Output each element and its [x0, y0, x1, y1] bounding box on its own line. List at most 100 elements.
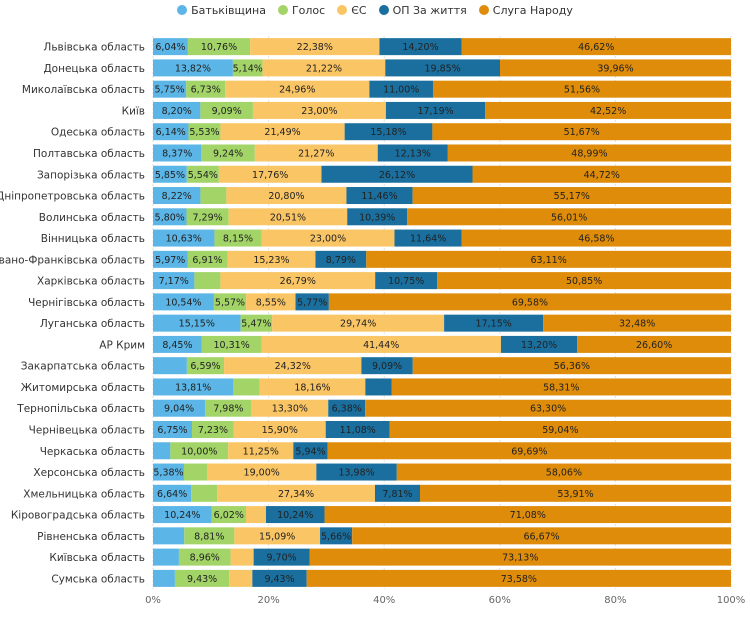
- data-label-3-3: 17,19%: [417, 106, 453, 117]
- legend-label-yes: ЄС: [351, 3, 367, 17]
- bar-2-8: [228, 208, 348, 226]
- data-label-3-1: 19,85%: [425, 63, 461, 74]
- bar-3-18: [325, 420, 390, 438]
- category-label-11: Харківська область: [37, 276, 145, 288]
- bar-3-7: [346, 187, 413, 205]
- bar-3-21: [374, 484, 421, 502]
- data-label-0-6: 5,85%: [155, 170, 185, 181]
- bar-0-7: [153, 187, 201, 205]
- legend-label-op-za-zhyttia: ОП За життя: [392, 3, 467, 17]
- bar-4-14: [577, 335, 731, 353]
- x-tick-label-1: 20%: [257, 595, 279, 606]
- bar-2-7: [226, 187, 347, 205]
- data-label-3-6: 26,12%: [379, 170, 415, 181]
- data-label-2-17: 13,30%: [272, 404, 308, 415]
- bar-4-5: [447, 144, 731, 162]
- data-label-1-1: 5,14%: [233, 63, 263, 74]
- legend-item-op-za-zhyttia[interactable]: ОП За життя: [378, 3, 467, 17]
- data-label-3-2: 11,00%: [383, 85, 419, 96]
- data-label-0-9: 10,63%: [166, 234, 202, 245]
- legend-item-holos[interactable]: Голос: [277, 3, 326, 17]
- legend-label-holos: Голос: [291, 3, 326, 17]
- data-label-4-17: 63,30%: [530, 404, 566, 415]
- bar-4-13: [543, 314, 731, 332]
- category-label-6: Запорізька область: [37, 169, 145, 181]
- data-label-4-9: 46,58%: [578, 234, 614, 245]
- data-label-0-3: 8,20%: [162, 106, 192, 117]
- bar-1-24: [178, 548, 231, 566]
- bar-1-25: [174, 569, 230, 587]
- data-label-3-19: 5,94%: [295, 446, 325, 457]
- bar-0-5: [153, 144, 202, 162]
- data-label-3-20: 13,98%: [338, 468, 374, 479]
- data-label-1-3: 9,09%: [212, 106, 242, 117]
- bar-3-12: [295, 293, 329, 311]
- bar-3-4: [344, 123, 433, 141]
- category-label-13: Луганська область: [40, 318, 145, 330]
- bar-3-20: [316, 463, 397, 481]
- data-label-3-22: 10,24%: [277, 510, 313, 521]
- data-label-2-5: 21,27%: [298, 148, 334, 159]
- data-label-2-16: 18,16%: [294, 382, 330, 393]
- bar-1-7: [200, 187, 227, 205]
- data-label-0-2: 5,75%: [155, 85, 185, 96]
- bar-2-14: [261, 335, 501, 353]
- legend-item-yes[interactable]: ЄС: [337, 3, 367, 17]
- category-label-10: Івано-Франківська область: [0, 254, 145, 266]
- data-label-1-4: 5,53%: [189, 127, 219, 138]
- bar-1-23: [184, 527, 235, 545]
- legend-item-sluha-narodu[interactable]: Слуга Народу: [478, 4, 573, 17]
- data-label-4-22: 71,08%: [510, 510, 546, 521]
- bar-1-20: [183, 463, 207, 481]
- data-label-1-10: 6,91%: [192, 255, 222, 266]
- bar-4-21: [420, 484, 731, 502]
- data-label-1-24: 8,96%: [190, 553, 220, 564]
- data-label-3-8: 10,39%: [359, 212, 395, 223]
- data-label-0-22: 10,24%: [164, 510, 200, 521]
- category-label-9: Вінницька область: [41, 233, 145, 245]
- data-label-4-6: 44,72%: [584, 170, 620, 181]
- data-label-2-20: 19,00%: [244, 468, 280, 479]
- bar-3-25: [252, 569, 307, 587]
- data-label-3-11: 10,75%: [388, 276, 424, 287]
- bar-2-24: [230, 548, 254, 566]
- category-label-24: Київська область: [49, 552, 145, 564]
- data-label-1-15: 6,59%: [190, 361, 220, 372]
- legend-item-batkivshchyna[interactable]: Батьківщина: [177, 4, 266, 17]
- bar-1-13: [240, 314, 273, 332]
- bar-4-10: [366, 250, 731, 268]
- category-label-7: Дніпропетровська область: [0, 191, 145, 203]
- bar-2-12: [246, 293, 296, 311]
- bar-4-18: [389, 420, 731, 438]
- bar-3-2: [369, 80, 433, 98]
- bar-1-3: [200, 101, 253, 119]
- data-label-4-13: 32,48%: [619, 319, 655, 330]
- bar-4-24: [309, 548, 731, 566]
- data-label-3-15: 9,09%: [372, 361, 402, 372]
- bar-0-17: [153, 399, 206, 417]
- data-label-4-0: 46,62%: [578, 42, 614, 53]
- data-label-4-20: 58,06%: [546, 468, 582, 479]
- data-label-2-12: 8,55%: [256, 297, 286, 308]
- bar-1-2: [186, 80, 226, 98]
- data-label-2-7: 20,80%: [268, 191, 304, 202]
- bar-1-1: [232, 59, 263, 77]
- bar-1-4: [188, 123, 221, 141]
- data-label-4-18: 59,04%: [542, 425, 578, 436]
- data-label-3-24: 9,70%: [266, 553, 296, 564]
- category-label-15: Закарпатська область: [21, 361, 145, 373]
- data-label-3-10: 8,79%: [326, 255, 356, 266]
- bar-2-17: [251, 399, 329, 417]
- legend-swatch-sluha-narodu: [478, 5, 489, 15]
- data-label-2-3: 23,00%: [301, 106, 337, 117]
- data-label-4-10: 63,11%: [531, 255, 567, 266]
- legend-swatch-batkivshchyna: [177, 5, 188, 15]
- data-label-2-4: 21,49%: [264, 127, 300, 138]
- data-label-4-15: 56,36%: [554, 361, 590, 372]
- legend-swatch-holos: [277, 5, 288, 15]
- bar-0-18: [153, 420, 193, 438]
- bar-2-23: [234, 527, 321, 545]
- bar-0-10: [153, 250, 188, 268]
- data-label-3-5: 12,13%: [395, 148, 431, 159]
- bar-4-22: [324, 506, 731, 524]
